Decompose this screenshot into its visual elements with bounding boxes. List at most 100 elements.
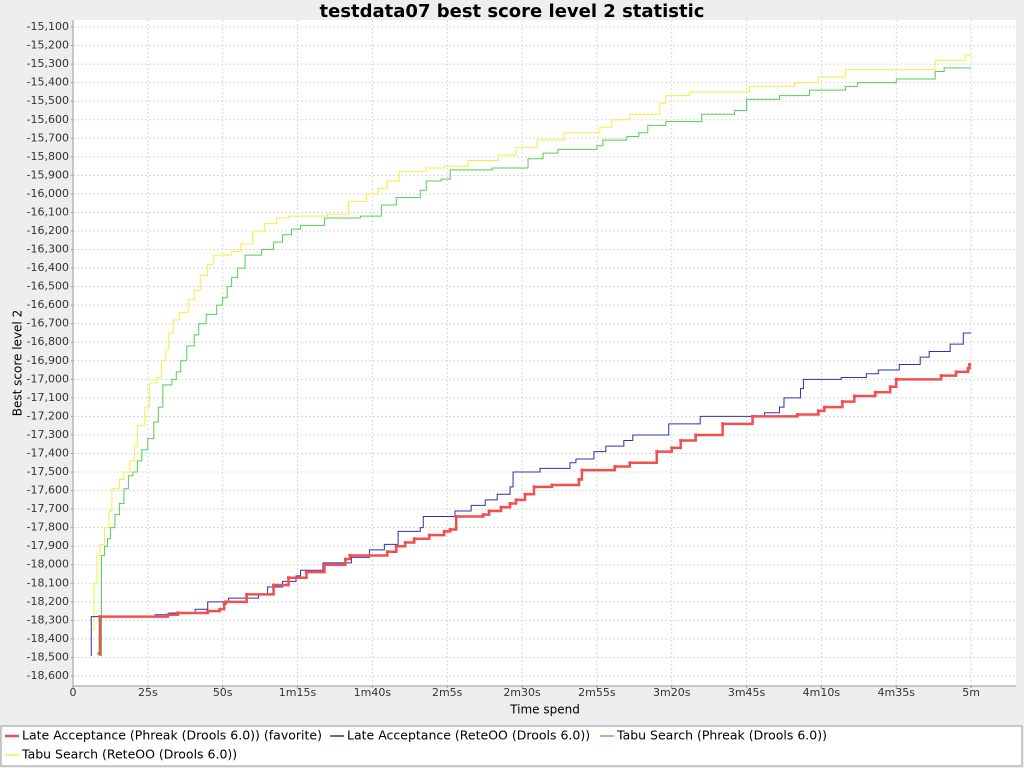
y-tick-label: -17,000 xyxy=(27,372,69,385)
data-point xyxy=(968,362,972,366)
legend-label: Late Acceptance (ReteOO (Drools 6.0)) xyxy=(347,728,590,743)
x-axis-label: Time spend xyxy=(509,703,580,717)
data-point xyxy=(550,483,554,487)
data-point xyxy=(218,607,222,611)
data-point xyxy=(508,502,512,506)
plot-area xyxy=(73,20,1016,686)
grid xyxy=(72,20,1016,686)
data-point xyxy=(670,446,674,450)
y-tick-label: -15,100 xyxy=(27,20,69,33)
series-layer xyxy=(90,54,972,657)
data-point xyxy=(394,544,398,548)
data-point xyxy=(322,563,326,567)
x-tick-label: 2m55s xyxy=(578,686,616,699)
data-point xyxy=(894,377,898,381)
data-point xyxy=(613,464,617,468)
data-point xyxy=(939,374,943,378)
data-point xyxy=(166,613,170,617)
y-tick-label: -17,800 xyxy=(27,521,69,534)
data-point xyxy=(176,611,180,615)
x-tick-label: 25s xyxy=(138,686,158,699)
data-point xyxy=(751,414,755,418)
y-tick-label: -15,600 xyxy=(27,113,69,126)
y-tick-label: -17,400 xyxy=(27,446,69,459)
x-tick-label: 2m5s xyxy=(432,686,463,699)
data-point xyxy=(348,553,352,557)
x-tick-label: 4m10s xyxy=(803,686,841,699)
y-tick-label: -18,200 xyxy=(27,595,69,608)
x-tick-label: 2m30s xyxy=(503,686,541,699)
x-tick-label: 1m40s xyxy=(354,686,392,699)
data-point xyxy=(343,557,347,561)
data-point xyxy=(655,450,659,454)
y-tick-label: -16,700 xyxy=(27,317,69,330)
x-tick-label: 4m35s xyxy=(878,686,916,699)
y-tick-label: -16,100 xyxy=(27,205,69,218)
data-point xyxy=(694,433,698,437)
data-point xyxy=(412,537,416,541)
y-tick-label: -16,800 xyxy=(27,335,69,348)
data-point xyxy=(888,385,892,389)
data-point xyxy=(532,485,536,489)
data-point xyxy=(305,570,309,574)
y-tick-label: -15,300 xyxy=(27,57,69,70)
y-tick-label: -17,500 xyxy=(27,465,69,478)
x-tick-label: 3m45s xyxy=(728,686,766,699)
y-tick-label: -17,100 xyxy=(27,391,69,404)
y-tick-label: -18,100 xyxy=(27,576,69,589)
y-tick-label: -15,500 xyxy=(27,94,69,107)
y-tick-label: -16,000 xyxy=(27,187,69,200)
y-tick-label: -15,900 xyxy=(27,168,69,181)
y-tick-label: -16,500 xyxy=(27,280,69,293)
data-point xyxy=(206,609,210,613)
y-tick-label: -18,000 xyxy=(27,558,69,571)
data-point xyxy=(628,461,632,465)
y-axis-label: Best score level 2 xyxy=(11,310,25,416)
data-point xyxy=(852,394,856,398)
y-tick-label: -16,900 xyxy=(27,354,69,367)
y-tick-label: -18,600 xyxy=(27,669,69,682)
data-point xyxy=(966,366,970,370)
x-tick-label: 0 xyxy=(70,686,77,699)
data-point xyxy=(499,505,503,509)
y-tick-label: -17,300 xyxy=(27,428,69,441)
data-point xyxy=(721,422,725,426)
data-point xyxy=(98,615,102,619)
legend-label: Tabu Search (ReteOO (Drools 6.0)) xyxy=(21,747,237,762)
data-point xyxy=(514,498,518,502)
y-tick-label: -18,500 xyxy=(27,650,69,663)
x-tick-label: 50s xyxy=(213,686,233,699)
x-tick-label: 5m xyxy=(962,686,980,699)
y-tick-label: -18,400 xyxy=(27,632,69,645)
data-point xyxy=(523,492,527,496)
y-tick-label: -15,200 xyxy=(27,39,69,52)
y-tick-label: -16,400 xyxy=(27,261,69,274)
x-tick-label: 1m15s xyxy=(279,686,317,699)
y-tick-label: -17,700 xyxy=(27,502,69,515)
y-tick-label: -17,600 xyxy=(27,484,69,497)
legend-label: Tabu Search (Phreak (Drools 6.0)) xyxy=(616,728,827,743)
data-point xyxy=(427,533,431,537)
data-point xyxy=(222,602,226,606)
y-tick-label: -17,900 xyxy=(27,539,69,552)
data-point xyxy=(822,405,826,409)
data-point xyxy=(481,513,485,517)
chart-title: testdata07 best score level 2 statistic xyxy=(320,1,705,22)
legend xyxy=(0,725,1023,767)
data-point xyxy=(448,528,452,532)
x-tick-label: 3m20s xyxy=(653,686,691,699)
data-point xyxy=(272,583,276,587)
data-point xyxy=(97,652,101,656)
data-point xyxy=(577,477,581,481)
y-tick-label: -16,600 xyxy=(27,298,69,311)
data-point xyxy=(873,390,877,394)
data-point xyxy=(442,529,446,533)
data-point xyxy=(224,600,228,604)
data-point xyxy=(954,370,958,374)
y-tick-label: -17,200 xyxy=(27,409,69,422)
data-point xyxy=(287,576,291,580)
data-point xyxy=(403,540,407,544)
series-line xyxy=(90,54,972,631)
data-point xyxy=(385,550,389,554)
